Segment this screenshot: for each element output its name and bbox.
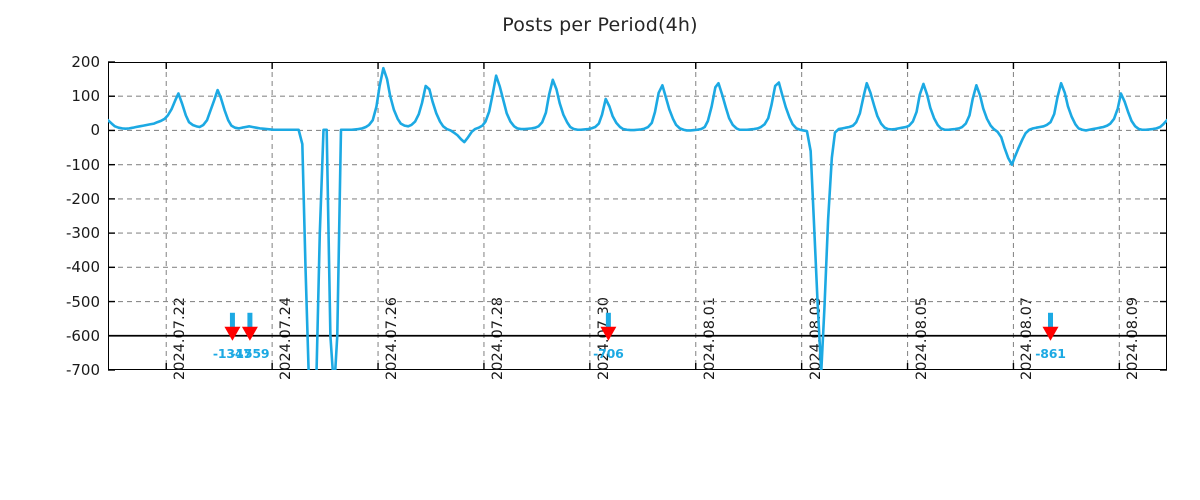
data-series-group (108, 66, 1167, 370)
y-tick--400: -400 (65, 258, 100, 277)
annotation-value--1559: -1559 (230, 345, 270, 361)
y-tick--700: -700 (65, 361, 100, 379)
y-tick--500: -500 (65, 292, 100, 311)
clipped-marker--1347 (224, 312, 241, 341)
y-axis-tick-labels: 200 100 0 -100 -200 -300 -400 -500 -600 -700 (54, 0, 100, 500)
plot-area-frame (108, 62, 1167, 370)
y-tick--300: -300 (65, 224, 100, 243)
clipped-marker--706 (600, 312, 617, 341)
y-tick-200: 200 (71, 53, 100, 71)
y-tick--100: -100 (65, 155, 100, 174)
clipped-marker--1559 (241, 312, 258, 341)
y-tick-100: 100 (71, 87, 100, 106)
y-tick--600: -600 (65, 326, 100, 345)
clipped-marker--861 (1042, 312, 1059, 341)
chart-title: Posts per Period(4h) (502, 14, 698, 36)
axis-ticks (108, 61, 1167, 371)
annotation-value--706: -706 (593, 345, 624, 361)
annotation-value--1347: -1347 (212, 345, 252, 361)
y-tick--200: -200 (65, 189, 100, 208)
y-tick-0: 0 (90, 121, 100, 140)
annotation-value--861: -861 (1035, 345, 1066, 361)
clipped-value-markers (224, 312, 1059, 341)
grid-lines (109, 63, 1166, 369)
series-line-posts-per-period (108, 66, 1167, 370)
